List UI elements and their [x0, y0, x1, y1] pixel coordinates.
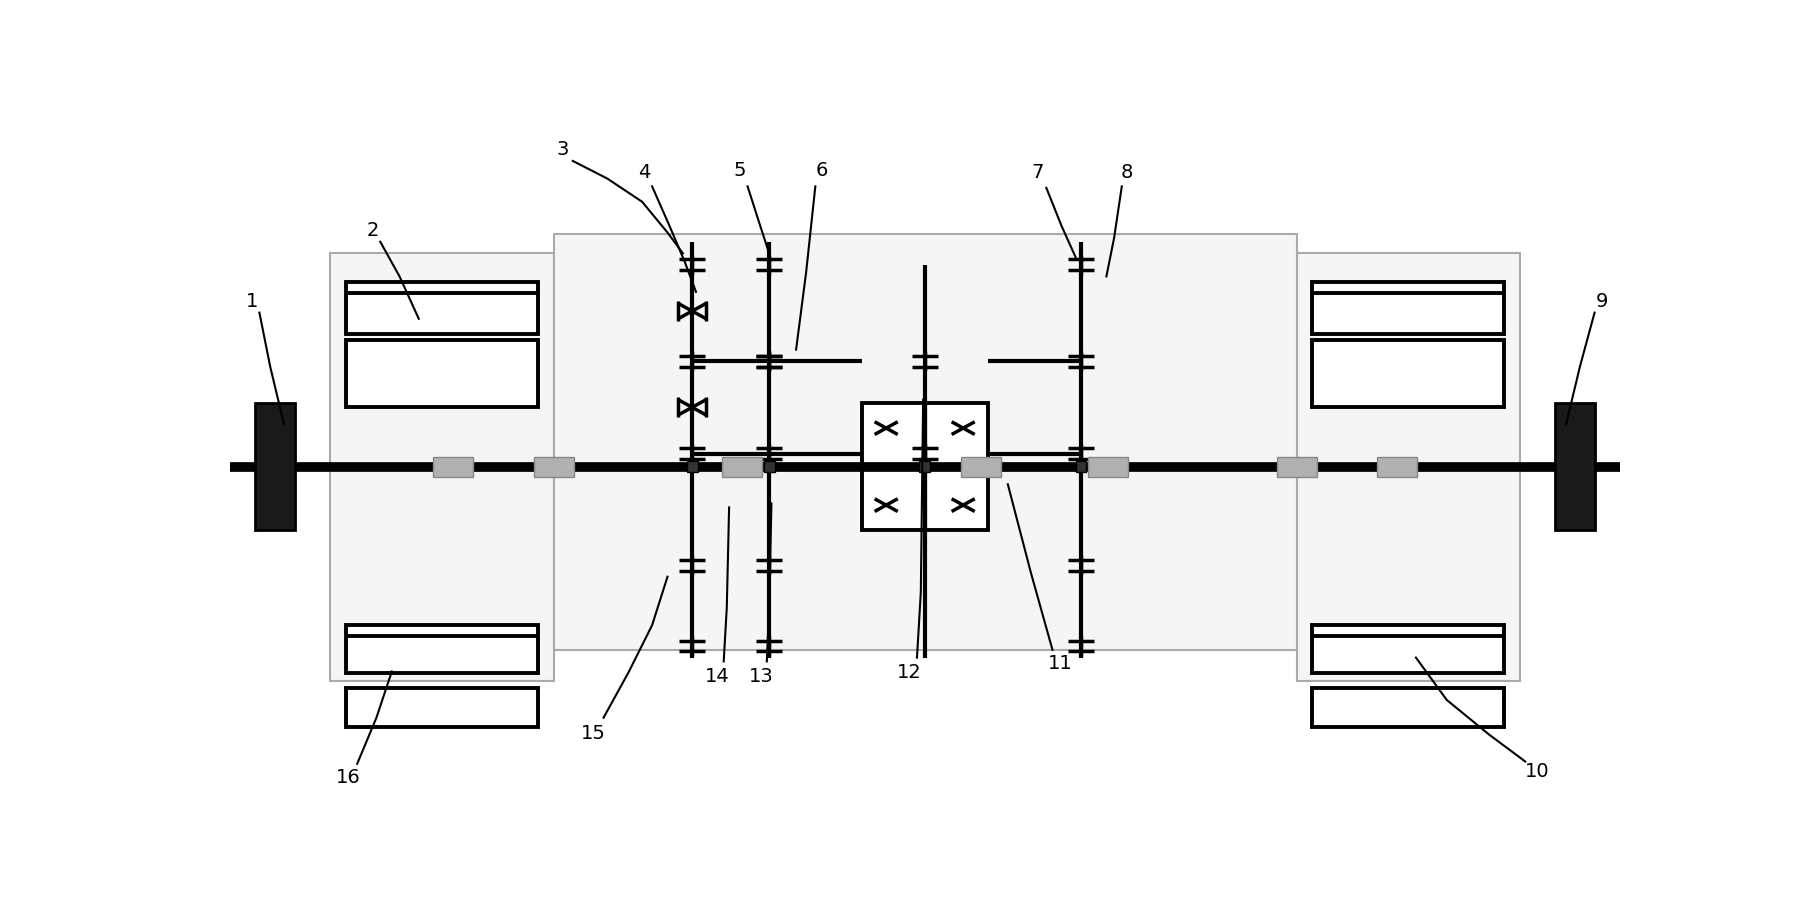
Text: 2: 2	[366, 221, 379, 239]
Bar	[1377, 456, 1417, 477]
Bar	[345, 688, 538, 727]
Bar	[1312, 339, 1505, 407]
Bar	[960, 456, 1002, 477]
Text: 7: 7	[1031, 163, 1043, 182]
Bar	[861, 404, 987, 529]
Bar	[686, 461, 697, 472]
Text: 13: 13	[749, 667, 774, 687]
Bar	[1296, 253, 1520, 681]
Text: 12: 12	[897, 663, 922, 683]
Text: 14: 14	[704, 667, 729, 687]
Text: 16: 16	[336, 768, 361, 787]
Bar	[534, 456, 574, 477]
Text: 10: 10	[1525, 762, 1549, 781]
Bar	[1088, 456, 1128, 477]
Bar	[345, 626, 538, 673]
Text: 8: 8	[1121, 163, 1134, 182]
Text: 4: 4	[639, 163, 650, 182]
Text: 6: 6	[816, 162, 828, 180]
Bar	[345, 282, 538, 334]
Bar	[1312, 626, 1505, 673]
Bar	[1312, 688, 1505, 727]
Text: 3: 3	[556, 140, 569, 159]
Bar	[554, 234, 1296, 650]
Bar	[1556, 404, 1596, 529]
Text: 5: 5	[733, 162, 745, 180]
Bar	[1276, 456, 1316, 477]
Text: 15: 15	[581, 723, 606, 743]
Bar	[255, 404, 294, 529]
Text: 11: 11	[1049, 654, 1072, 674]
Text: 9: 9	[1596, 292, 1608, 310]
Bar	[764, 461, 774, 472]
Bar	[1076, 461, 1087, 472]
Bar	[919, 461, 930, 472]
Bar	[1312, 282, 1505, 334]
Bar	[433, 456, 473, 477]
Text: 1: 1	[245, 292, 258, 310]
Bar	[345, 339, 538, 407]
Bar	[722, 456, 762, 477]
Bar	[330, 253, 554, 681]
